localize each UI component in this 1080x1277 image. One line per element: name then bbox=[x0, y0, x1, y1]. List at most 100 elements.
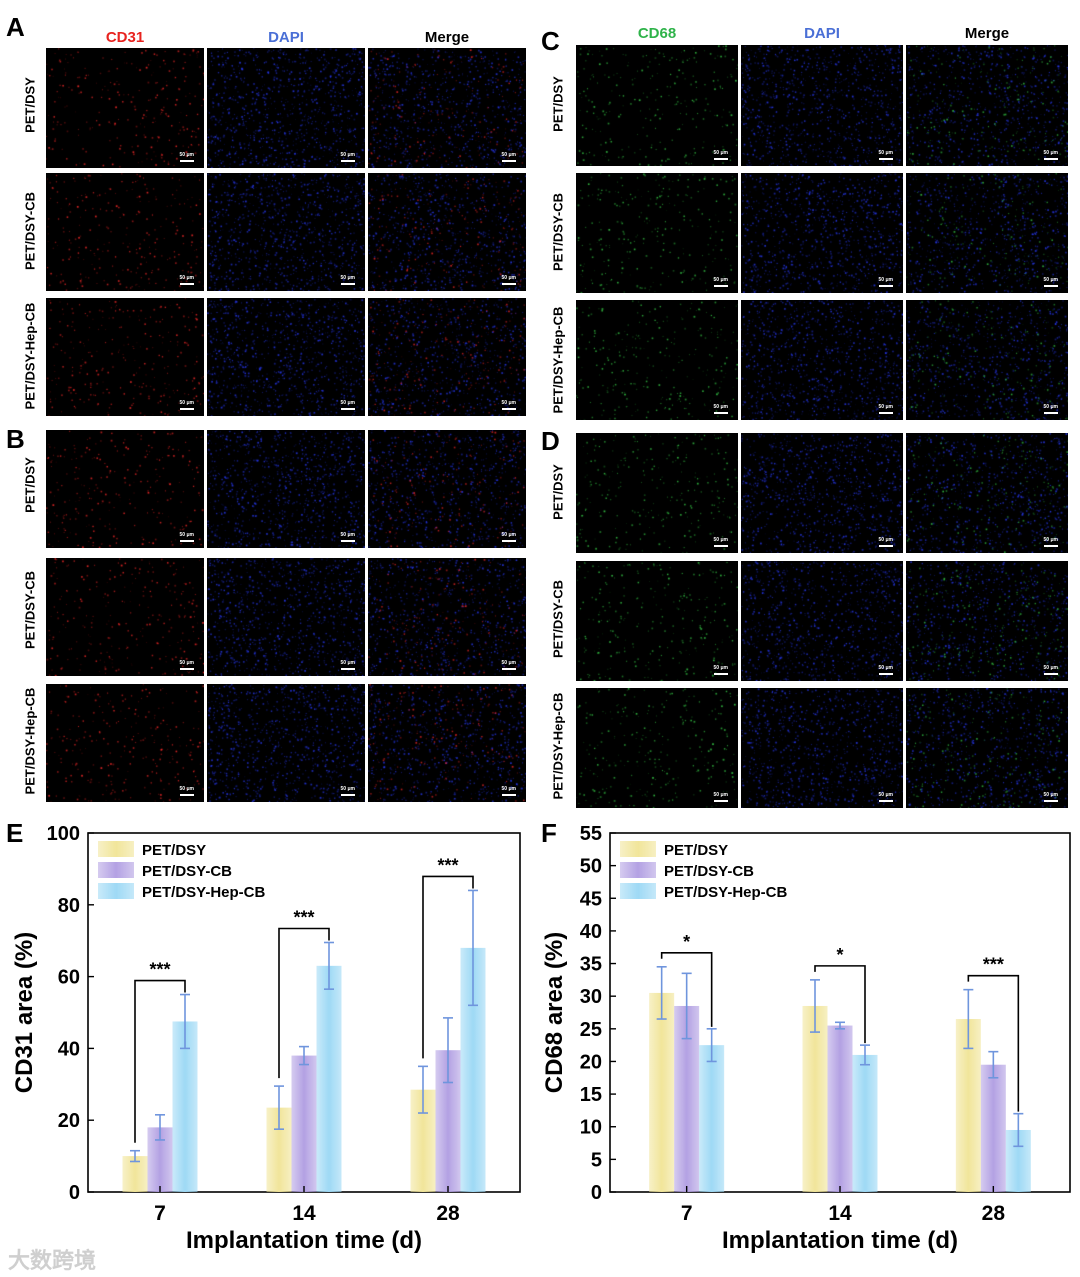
scale-bar: 50 μm bbox=[180, 787, 194, 796]
micrograph-cd68-dapi: 50 μm bbox=[741, 433, 903, 553]
row-label-b-3: PET/DSY-Hep-CB bbox=[22, 687, 38, 795]
panel-label-e: E bbox=[6, 818, 24, 848]
legend-swatch bbox=[98, 862, 134, 878]
micrograph-cd68-merge: 50 μm bbox=[906, 688, 1068, 808]
y-axis-title: CD31 area (%) bbox=[11, 932, 38, 1093]
scale-bar: 50 μm bbox=[341, 661, 355, 670]
scale-bar: 50 μm bbox=[879, 538, 893, 547]
micrograph-cd31-merge: 50 μm bbox=[368, 558, 526, 676]
scale-bar: 50 μm bbox=[1044, 405, 1058, 414]
micrograph-cd31-dapi: 50 μm bbox=[207, 430, 365, 548]
y-tick-label: 30 bbox=[580, 986, 602, 1008]
micrograph-cd68-merge: 50 μm bbox=[906, 173, 1068, 293]
header-merge-left: Merge bbox=[424, 29, 470, 46]
x-tick-label: 28 bbox=[436, 1202, 460, 1225]
scale-bar: 50 μm bbox=[502, 401, 516, 410]
scale-bar: 50 μm bbox=[879, 278, 893, 287]
bar bbox=[649, 992, 675, 1192]
micrograph-cd31-marker: 50 μm bbox=[46, 48, 204, 168]
row-label-c-3: PET/DSY-Hep-CB bbox=[550, 306, 566, 414]
y-tick-label: 20 bbox=[58, 1110, 80, 1132]
micrograph-cd68-merge: 50 μm bbox=[906, 433, 1068, 553]
y-tick-label: 15 bbox=[580, 1084, 602, 1106]
header-merge-right: Merge bbox=[964, 25, 1010, 42]
micrograph-cd68-dapi: 50 μm bbox=[741, 45, 903, 166]
legend-label: PET/DSY bbox=[664, 842, 728, 859]
scale-bar: 50 μm bbox=[714, 151, 728, 160]
row-label-d-2: PET/DSY-CB bbox=[550, 579, 566, 659]
row-label-b-2: PET/DSY-CB bbox=[22, 570, 38, 650]
watermark-logo: 大数跨境 bbox=[8, 1248, 97, 1273]
significance-bracket bbox=[967, 974, 1020, 1112]
scale-bar: 50 μm bbox=[714, 666, 728, 675]
scale-bar: 50 μm bbox=[180, 661, 194, 670]
scale-bar: 50 μm bbox=[180, 276, 194, 285]
scale-bar: 50 μm bbox=[879, 151, 893, 160]
bar bbox=[291, 1055, 317, 1192]
micrograph-cd31-merge: 50 μm bbox=[368, 430, 526, 548]
scale-bar: 50 μm bbox=[341, 787, 355, 796]
micrograph-cd31-dapi: 50 μm bbox=[207, 48, 365, 168]
legend-label: PET/DSY-Hep-CB bbox=[142, 884, 266, 901]
bar bbox=[802, 1005, 828, 1192]
significance-bracket bbox=[134, 979, 186, 1143]
scale-bar: 50 μm bbox=[714, 405, 728, 414]
scale-bar: 50 μm bbox=[502, 787, 516, 796]
panel-label-b: B bbox=[6, 424, 25, 454]
micrograph-cd68-merge: 50 μm bbox=[906, 300, 1068, 420]
micrograph-cd68-marker: 50 μm bbox=[576, 688, 738, 808]
scale-bar: 50 μm bbox=[180, 401, 194, 410]
scale-bar: 50 μm bbox=[341, 276, 355, 285]
y-tick-label: 100 bbox=[47, 823, 80, 845]
y-tick-label: 45 bbox=[580, 888, 602, 910]
header-cd31: CD31 bbox=[105, 29, 145, 46]
legend-swatch bbox=[98, 883, 134, 899]
row-label-d-1: PET/DSY bbox=[550, 464, 566, 520]
micrograph-cd68-marker: 50 μm bbox=[576, 300, 738, 420]
x-axis-title: Implantation time (d) bbox=[186, 1227, 422, 1254]
legend-swatch bbox=[620, 841, 656, 857]
scale-bar: 50 μm bbox=[502, 661, 516, 670]
micrograph-cd68-merge: 50 μm bbox=[906, 561, 1068, 681]
micrograph-cd31-dapi: 50 μm bbox=[207, 298, 365, 416]
scale-bar: 50 μm bbox=[341, 401, 355, 410]
legend-swatch bbox=[98, 841, 134, 857]
micrograph-cd31-merge: 50 μm bbox=[368, 298, 526, 416]
bar bbox=[172, 1021, 198, 1192]
row-label-b-1: PET/DSY bbox=[22, 457, 38, 513]
bar bbox=[316, 965, 342, 1192]
y-tick-label: 60 bbox=[58, 967, 80, 989]
micrograph-cd31-marker: 50 μm bbox=[46, 684, 204, 802]
y-tick-label: 50 bbox=[580, 856, 602, 878]
micrograph-cd68-marker: 50 μm bbox=[576, 433, 738, 553]
significance-bracket bbox=[422, 875, 474, 1059]
scale-bar: 50 μm bbox=[714, 793, 728, 802]
x-tick-label: 14 bbox=[828, 1202, 852, 1225]
scale-bar: 50 μm bbox=[1044, 278, 1058, 287]
x-axis-title: Implantation time (d) bbox=[722, 1227, 958, 1254]
legend-label: PET/DSY-CB bbox=[664, 863, 754, 880]
significance-label: *** bbox=[293, 907, 314, 927]
scale-bar: 50 μm bbox=[879, 793, 893, 802]
bar bbox=[699, 1045, 725, 1192]
y-tick-label: 0 bbox=[69, 1182, 80, 1204]
x-tick-label: 28 bbox=[982, 1202, 1006, 1225]
row-label-a-3: PET/DSY-Hep-CB bbox=[22, 302, 38, 410]
scale-bar: 50 μm bbox=[879, 666, 893, 675]
legend-swatch bbox=[620, 883, 656, 899]
y-tick-label: 10 bbox=[580, 1117, 602, 1139]
y-tick-label: 55 bbox=[580, 823, 602, 845]
scale-bar: 50 μm bbox=[1044, 666, 1058, 675]
scale-bar: 50 μm bbox=[341, 153, 355, 162]
header-cd68: CD68 bbox=[637, 25, 677, 42]
scale-bar: 50 μm bbox=[180, 533, 194, 542]
row-label-d-3: PET/DSY-Hep-CB bbox=[550, 692, 566, 800]
scale-bar: 50 μm bbox=[502, 276, 516, 285]
x-tick-label: 14 bbox=[292, 1202, 316, 1225]
micrograph-cd31-dapi: 50 μm bbox=[207, 684, 365, 802]
micrograph-cd31-dapi: 50 μm bbox=[207, 558, 365, 676]
significance-label: *** bbox=[149, 960, 170, 980]
scale-bar: 50 μm bbox=[1044, 793, 1058, 802]
panel-label-d: D bbox=[541, 426, 560, 456]
scale-bar: 50 μm bbox=[714, 538, 728, 547]
